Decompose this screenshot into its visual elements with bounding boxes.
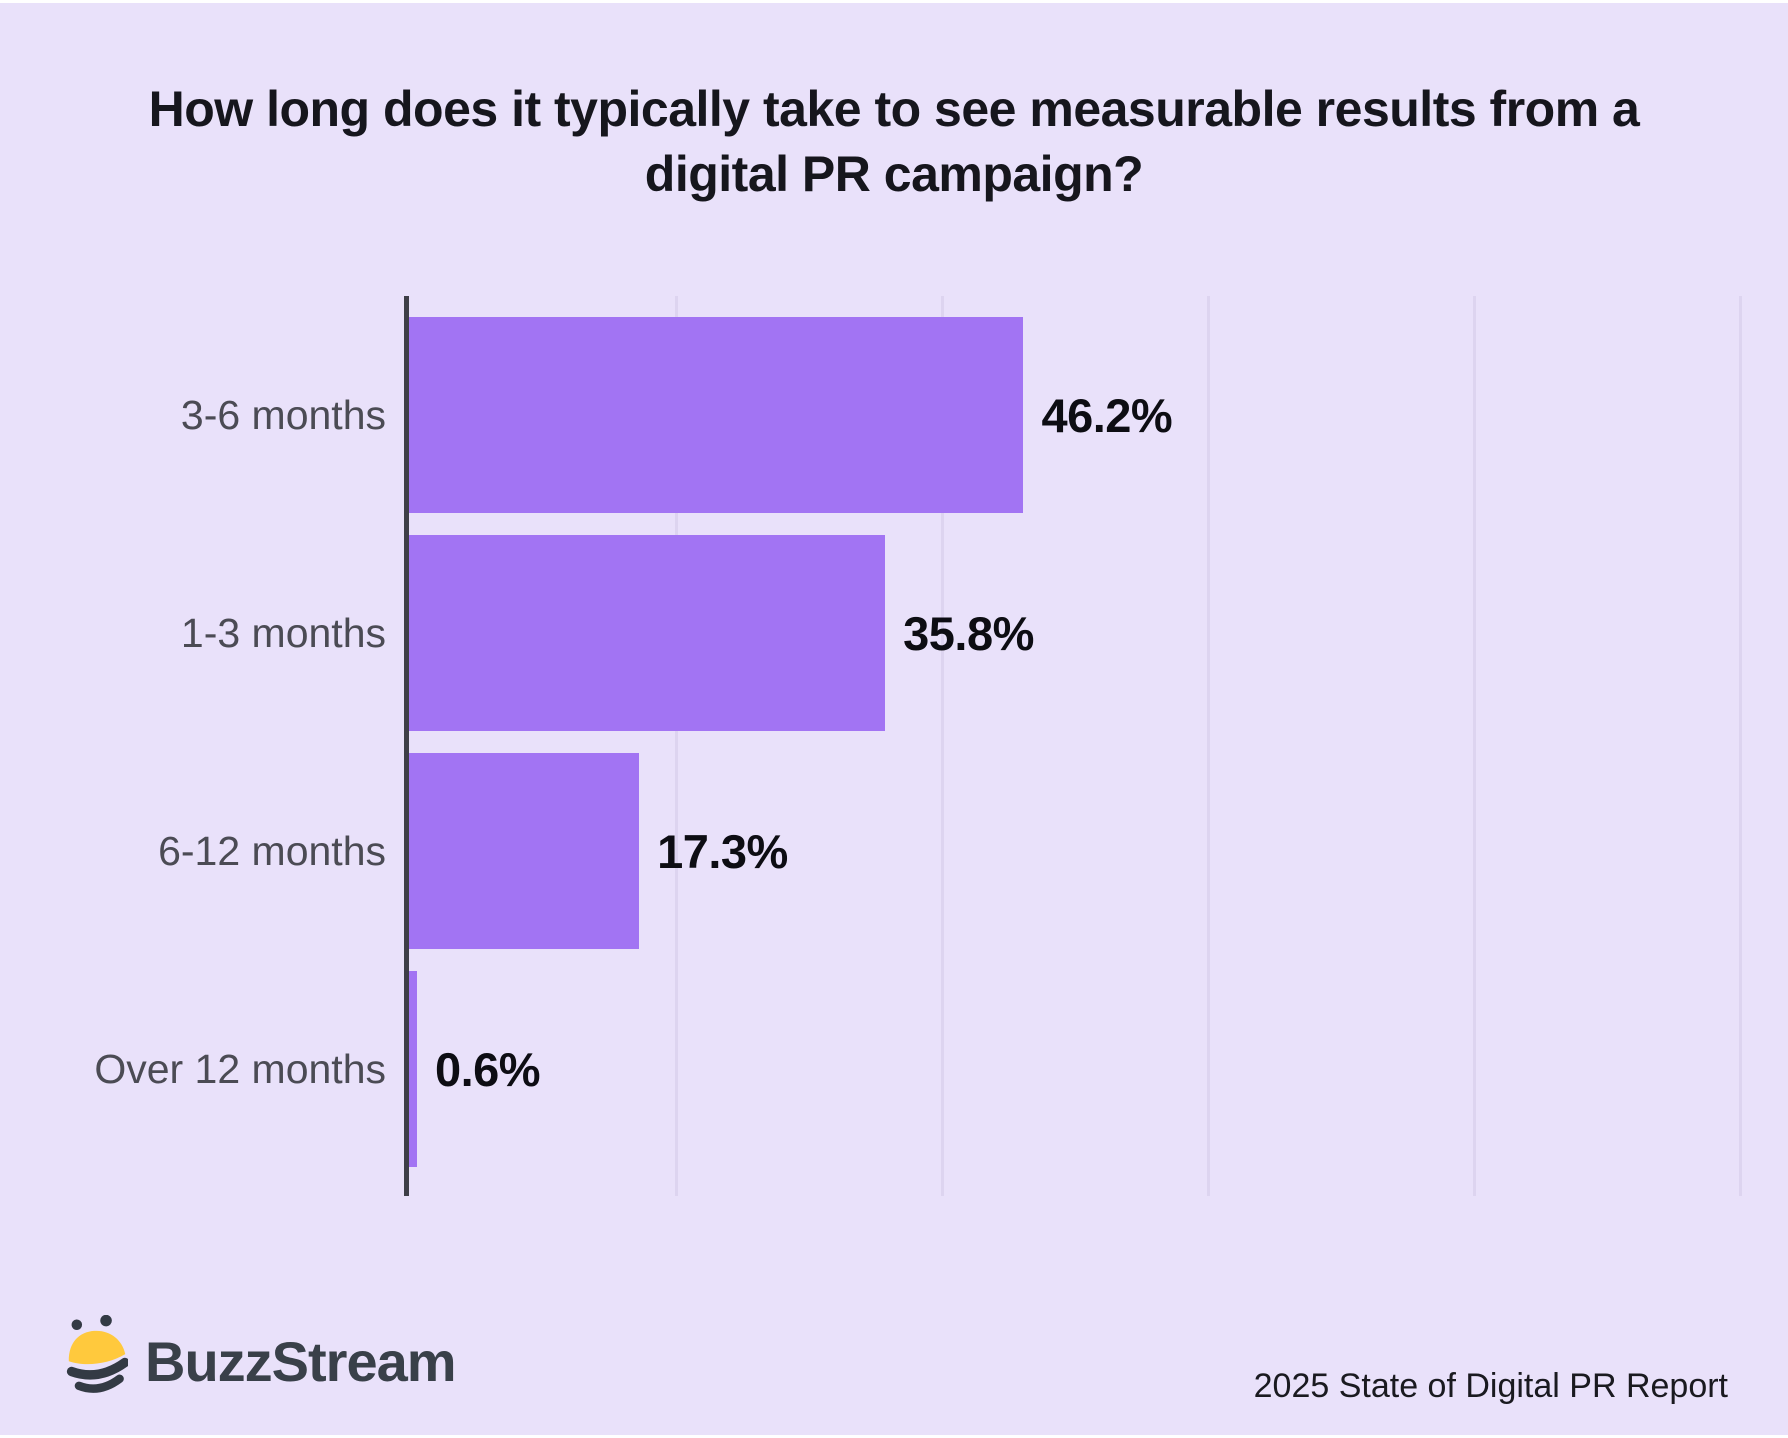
report-credit: 2025 State of Digital PR Report: [1253, 1367, 1728, 1405]
y-axis-line: [404, 296, 409, 1196]
x-gridline-100: [1739, 296, 1742, 1196]
bar-1: [409, 535, 886, 731]
bar-chart-plot-area: 46.2% 35.8% 17.3% 0.6%: [404, 296, 1749, 1196]
bar-3: [409, 971, 417, 1167]
x-gridline-20: [675, 296, 678, 1196]
category-axis-labels: 3-6 months 1-3 months 6-12 months Over 12 m…: [0, 296, 386, 1196]
chart-title: How long does it typically take to see m…: [148, 81, 1640, 202]
bar-2: [409, 753, 640, 949]
bar-value-label-2: 17.3%: [657, 824, 788, 878]
bar-value-label-1: 35.8%: [903, 606, 1034, 660]
x-gridline-80: [1473, 296, 1476, 1196]
bar-value-label-3: 0.6%: [434, 1042, 541, 1096]
bar-value-label-0: 46.2%: [1041, 388, 1173, 442]
buzzstream-logo: BuzzStream: [66, 1315, 457, 1395]
category-label-0: 3-6 months: [180, 391, 386, 438]
x-gridline-60: [1207, 296, 1210, 1196]
category-label-3: Over 12 months: [94, 1045, 386, 1092]
bar-0: [409, 317, 1024, 513]
bee-icon: [66, 1315, 128, 1393]
category-label-2: 6-12 months: [158, 827, 386, 874]
x-gridline-40: [941, 296, 944, 1196]
category-label-1: 1-3 months: [180, 609, 386, 656]
brand-wordmark: BuzzStream: [145, 1329, 457, 1393]
